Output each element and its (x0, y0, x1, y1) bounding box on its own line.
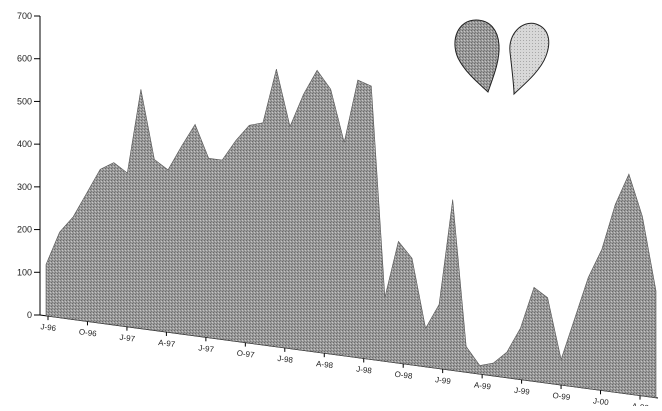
x-ticks: J-96 O-96 J-97 A-97 J-97 O-97 J-98 A-98 J-98 O-98… (40, 316, 650, 411)
x-tick-label: O-96 (78, 327, 97, 338)
seed-dark-icon (454, 19, 500, 93)
x-tick-label: J-97 (119, 333, 136, 344)
seed-illustration (454, 19, 550, 96)
y-tick-label: 600 (17, 54, 32, 64)
y-tick-label: 100 (17, 267, 32, 277)
y-tick-label: 500 (17, 96, 32, 106)
y-ticks: 0 100 200 300 400 500 600 700 (17, 11, 40, 320)
x-tick-label: A-99 (473, 380, 491, 391)
y-tick-label: 200 (17, 225, 32, 235)
x-tick-label: A-98 (316, 359, 334, 370)
x-tick-label: J-98 (277, 354, 294, 365)
x-tick-label: J-99 (514, 386, 531, 397)
x-tick-label: O-98 (394, 370, 413, 381)
y-tick-label: 700 (17, 11, 32, 21)
x-tick-label: J-97 (198, 343, 215, 354)
seed-light-icon (509, 22, 550, 96)
x-tick-label: J-98 (356, 365, 373, 376)
x-tick-label: O-97 (236, 349, 255, 360)
x-tick-label: O-99 (552, 391, 571, 402)
x-tick-label: A-97 (158, 338, 176, 349)
y-tick-label: 0 (27, 310, 32, 320)
x-tick-label: J-00 (593, 396, 610, 406)
y-tick-label: 300 (17, 182, 32, 192)
data-area (45, 69, 657, 399)
y-tick-label: 400 (17, 139, 32, 149)
x-tick-label: A-00 (631, 402, 649, 406)
x-tick-label: J-99 (435, 375, 452, 386)
x-tick-label: J-96 (40, 322, 57, 333)
